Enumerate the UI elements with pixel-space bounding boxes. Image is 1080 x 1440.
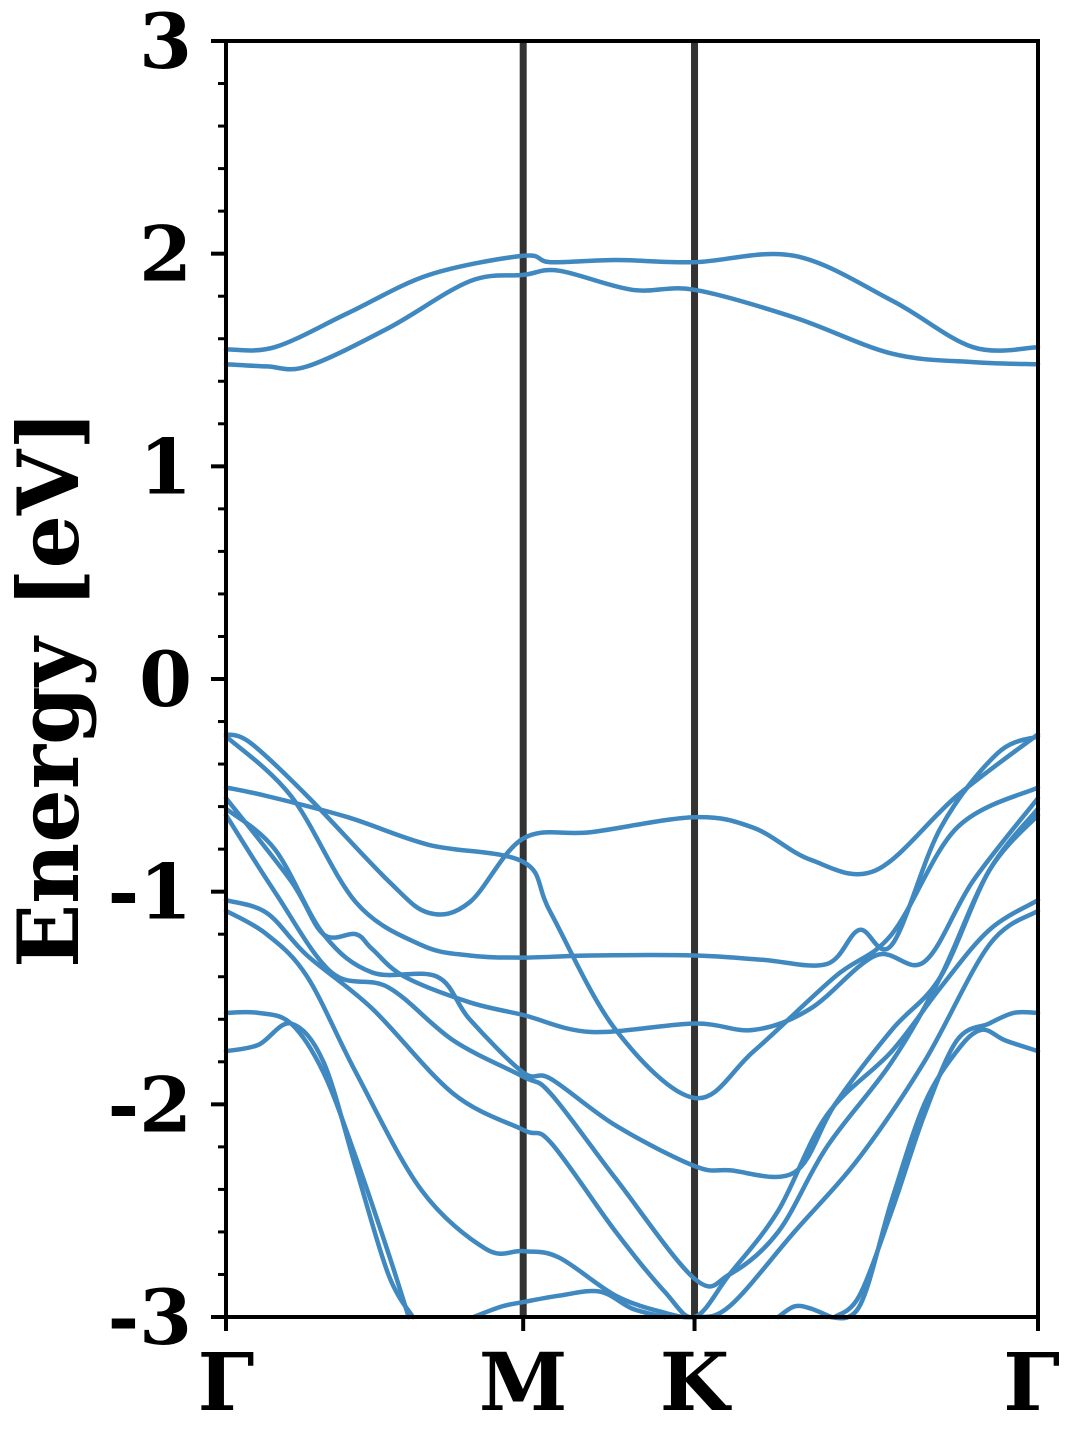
y-tick-labels: 3 2 1 0 -1 -2 -3: [108, 0, 192, 1362]
y-tick-label: 3: [139, 0, 192, 86]
y-tick-label: -2: [108, 1060, 192, 1149]
bands: [223, 251, 1041, 1321]
band-line: [223, 1009, 411, 1320]
y-tick-label: 1: [139, 422, 192, 511]
band-line: [824, 1027, 1041, 1321]
k-point-label: Γ: [1003, 1335, 1060, 1429]
y-tick-label: -1: [108, 848, 192, 937]
y-tick-label: 2: [139, 210, 192, 299]
y-tick-label: -3: [108, 1273, 192, 1362]
k-point-label: K: [660, 1335, 732, 1429]
y-major-ticks: [211, 39, 226, 1319]
band-line: [223, 785, 1041, 1101]
band-line: [223, 251, 1041, 353]
band-line: [223, 734, 1041, 968]
band-line: [223, 806, 1041, 1180]
k-point-label: Γ: [198, 1335, 255, 1429]
band-line: [223, 908, 1041, 1320]
band-line: [223, 732, 1041, 917]
band-line: [832, 1009, 1041, 1320]
band-line: [775, 1303, 834, 1320]
y-axis-title: Energy [eV]: [0, 410, 98, 968]
k-point-lines: [519, 41, 699, 1317]
band-line: [223, 1021, 416, 1320]
y-tick-label: 0: [139, 635, 192, 724]
plot-frame: [224, 39, 1040, 1319]
k-point-label: M: [479, 1335, 568, 1429]
band-line: [471, 1288, 667, 1320]
band-line: [223, 267, 1041, 372]
band-line: [223, 897, 1041, 1320]
band-line: [223, 795, 1041, 1035]
